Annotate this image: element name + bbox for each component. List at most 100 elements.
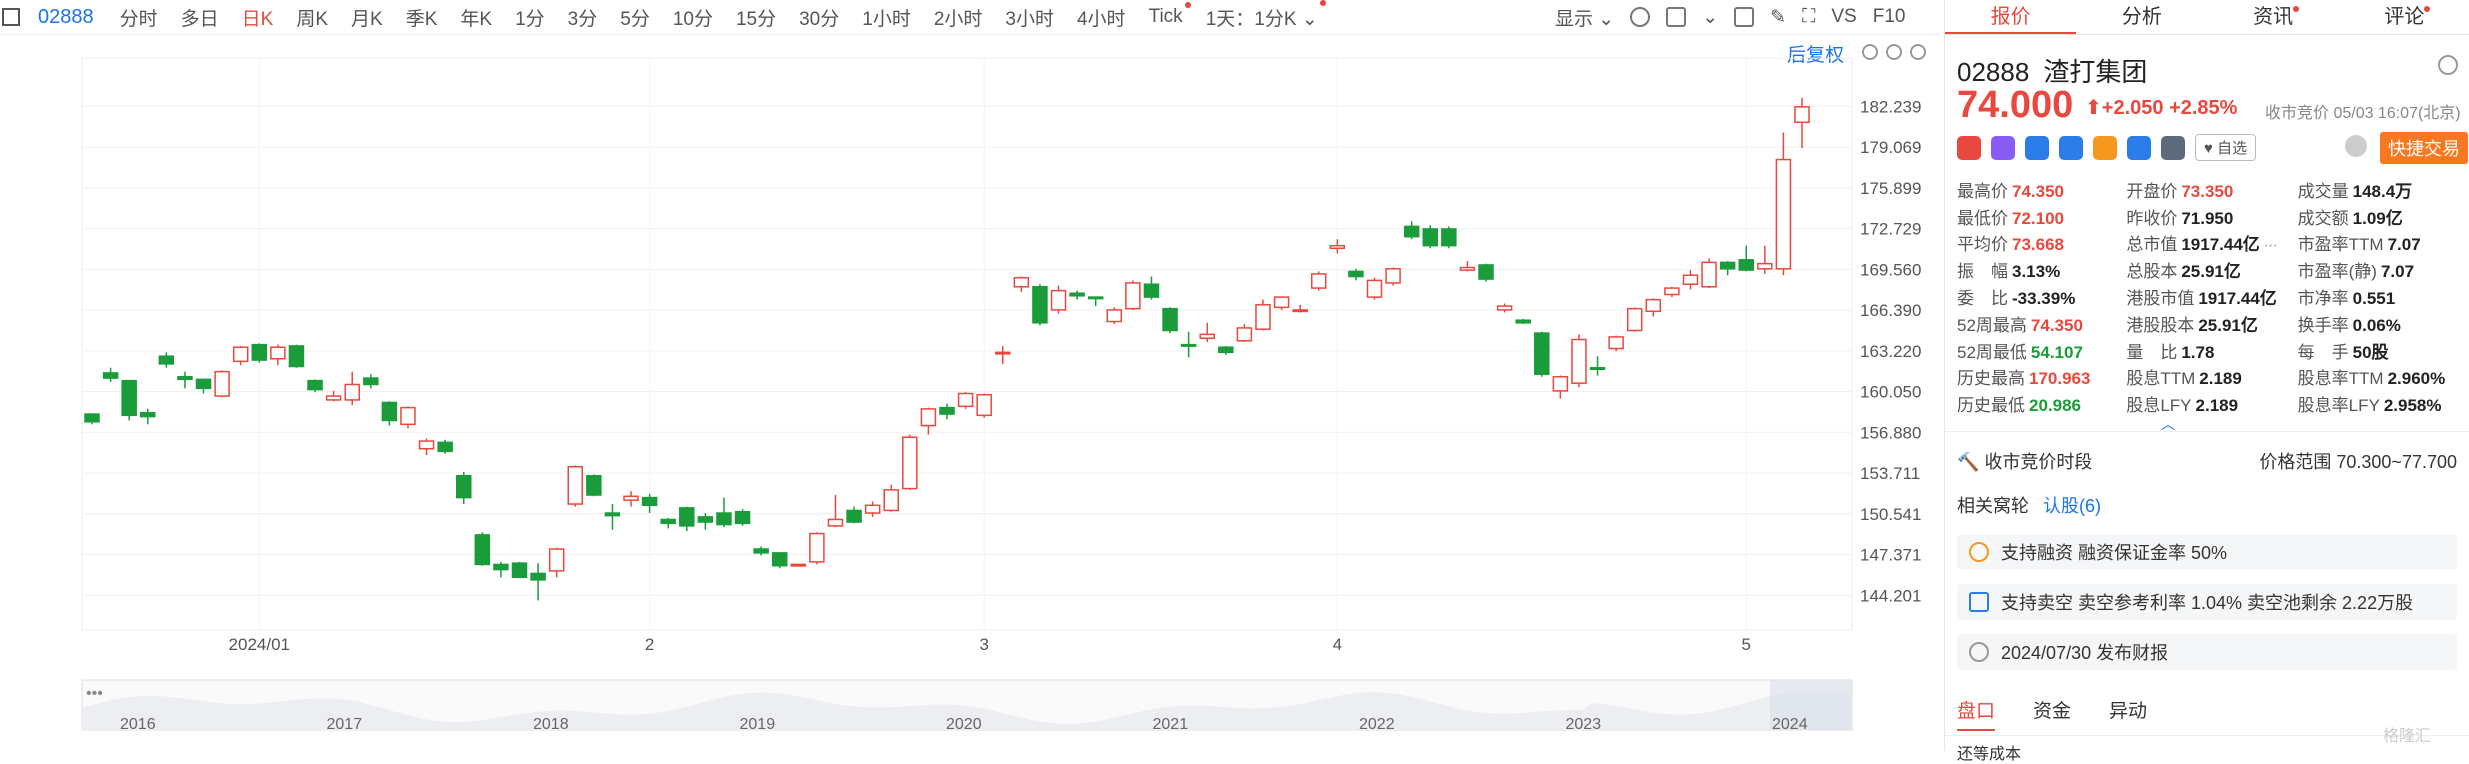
- period-tab[interactable]: 月K: [351, 8, 383, 30]
- stock-title: 02888 渣打集团: [1957, 57, 2148, 87]
- tag-icon[interactable]: [1991, 135, 2015, 160]
- period-tab[interactable]: 3分: [567, 8, 598, 30]
- quick-trade-button[interactable]: 快捷交易: [2380, 132, 2468, 164]
- zoom-in-icon[interactable]: [1910, 44, 1926, 60]
- camera-icon[interactable]: [1734, 7, 1755, 27]
- x-tick-label: 2024/01: [229, 635, 290, 654]
- label-icon[interactable]: [2127, 135, 2151, 160]
- candle-body: [716, 512, 732, 526]
- x-tick-label: 3: [979, 635, 988, 654]
- tab-funds[interactable]: 资金: [2033, 701, 2072, 722]
- tab-moves[interactable]: 异动: [2109, 701, 2148, 722]
- period-tab[interactable]: 30分: [799, 8, 840, 30]
- candle: [1794, 97, 1810, 148]
- candlestick-chart[interactable]: 182.239 179.069 175.899 172.729 169.560 166.3…: [0, 34, 1940, 734]
- gear-icon[interactable]: [2438, 55, 2458, 75]
- overlay-icon[interactable]: [1666, 7, 1687, 27]
- stat-label: 换手率: [2297, 315, 2349, 335]
- candle-body: [1162, 307, 1178, 332]
- period-tab[interactable]: 4小时: [1076, 8, 1126, 30]
- vs-button[interactable]: VS: [1831, 6, 1857, 27]
- chevron-down-icon[interactable]: ⌄: [1702, 6, 1719, 28]
- period-tab[interactable]: 周K: [296, 8, 329, 30]
- collapse-icon[interactable]: ︿: [2161, 416, 2175, 432]
- period-tab[interactable]: 季K: [405, 8, 438, 30]
- period-tab[interactable]: 2小时: [933, 8, 983, 30]
- candle-body: [939, 406, 955, 415]
- earnings-card[interactable]: 2024/07/30 发布财报: [1957, 634, 2457, 670]
- doc-icon[interactable]: [2161, 135, 2185, 160]
- y-tick-label: 153.711: [1860, 464, 1920, 483]
- warrants-link[interactable]: 认股(6): [2043, 496, 2101, 516]
- period-tab[interactable]: 年K: [460, 8, 493, 30]
- period-tab[interactable]: 分时: [119, 8, 158, 30]
- settings-icon[interactable]: [1630, 7, 1651, 27]
- layout-icon[interactable]: [2, 8, 20, 26]
- period-tab[interactable]: 1小时: [862, 8, 911, 30]
- margin-card[interactable]: 支持融资 融资保证金率 50%: [1957, 534, 2457, 570]
- candle: [1125, 280, 1141, 310]
- fullscreen-icon[interactable]: ⛶: [1802, 6, 1816, 27]
- add-watchlist-button[interactable]: ♥ 自选: [2195, 134, 2257, 161]
- zoom-out-icon[interactable]: [1886, 44, 1902, 60]
- f10-button[interactable]: F10: [1872, 6, 1906, 27]
- s-icon[interactable]: [2059, 135, 2083, 160]
- bell-icon[interactable]: [2345, 135, 2367, 157]
- stat-cell: 委 比 -33.39%: [1957, 284, 2126, 309]
- period-select[interactable]: 1天：1分K ⌄: [1206, 0, 1326, 31]
- period-tab[interactable]: 15分: [735, 8, 777, 30]
- stat-cell: 量 比 1.78: [2126, 338, 2297, 363]
- hammer-icon: 🔨: [1957, 452, 1980, 472]
- stat-cell: 开盘价 73.350: [2126, 177, 2297, 202]
- candle: [1664, 286, 1680, 298]
- more-icon[interactable]: ⋯: [2263, 237, 2278, 254]
- trend-icon[interactable]: [2093, 135, 2117, 160]
- candle: [1087, 296, 1104, 307]
- period-tab[interactable]: 5分: [620, 8, 650, 30]
- display-menu[interactable]: 显示 ⌄: [1555, 8, 1615, 30]
- candle: [1106, 307, 1123, 325]
- candle-body: [1589, 367, 1606, 371]
- candle-body: [1366, 279, 1383, 298]
- candle-body: [251, 343, 268, 361]
- candle-body: [270, 346, 286, 360]
- stat-label: 市盈率TTM: [2297, 235, 2384, 255]
- stat-value: 1.78: [2181, 342, 2215, 362]
- tab-news[interactable]: 资讯: [2208, 0, 2339, 34]
- y-tick-label: 179.069: [1860, 138, 1921, 157]
- tab-comments[interactable]: 评论: [2339, 0, 2469, 34]
- stat-value: 25.91亿: [2198, 315, 2258, 335]
- stat-label: 委 比: [1957, 289, 2008, 309]
- period-tab[interactable]: 1分: [515, 8, 545, 30]
- stat-label: 每 手: [2297, 342, 2349, 362]
- bottom-label: 还等成本: [1957, 746, 2022, 763]
- tab-quote[interactable]: 报价: [1945, 0, 2077, 34]
- tab-orderbook[interactable]: 盘口: [1957, 696, 1996, 731]
- chevron-down-icon: ⌄: [1301, 8, 1318, 30]
- shuffle-icon[interactable]: [2025, 135, 2049, 160]
- tab-analysis[interactable]: 分析: [2121, 6, 2162, 28]
- reset-icon[interactable]: [1862, 44, 1878, 60]
- period-tab[interactable]: 10分: [672, 8, 713, 30]
- candle-body: [1236, 327, 1253, 342]
- candle: [1719, 261, 1736, 276]
- candle-body: [1701, 261, 1717, 288]
- adjust-mode-button[interactable]: 后复权: [1787, 45, 1845, 66]
- auction-period: 收市竞价时段: [1984, 452, 2093, 472]
- period-tab[interactable]: 3小时: [1005, 8, 1054, 30]
- candle-body: [697, 516, 714, 523]
- candle-body: [1273, 296, 1290, 309]
- stat-cell: 振 幅 3.13%: [1957, 257, 2126, 282]
- pen-icon[interactable]: ✎: [1770, 6, 1787, 28]
- more-icon[interactable]: •••: [86, 685, 103, 702]
- candle-body: [1682, 274, 1699, 285]
- period-tab[interactable]: 多日: [180, 8, 219, 30]
- short-card[interactable]: 支持卖空 卖空参考利率 1.04% 卖空池剩余 2.22万股: [1957, 584, 2457, 620]
- candle: [1478, 263, 1494, 282]
- watermark-logo: 格隆汇: [2383, 728, 2432, 745]
- period-tab-tick[interactable]: Tick: [1149, 2, 1191, 28]
- period-tab-active[interactable]: 日K: [241, 8, 274, 30]
- overview-year-label: 2023: [1566, 716, 1602, 733]
- candle: [1682, 270, 1699, 290]
- candle: [1608, 335, 1624, 352]
